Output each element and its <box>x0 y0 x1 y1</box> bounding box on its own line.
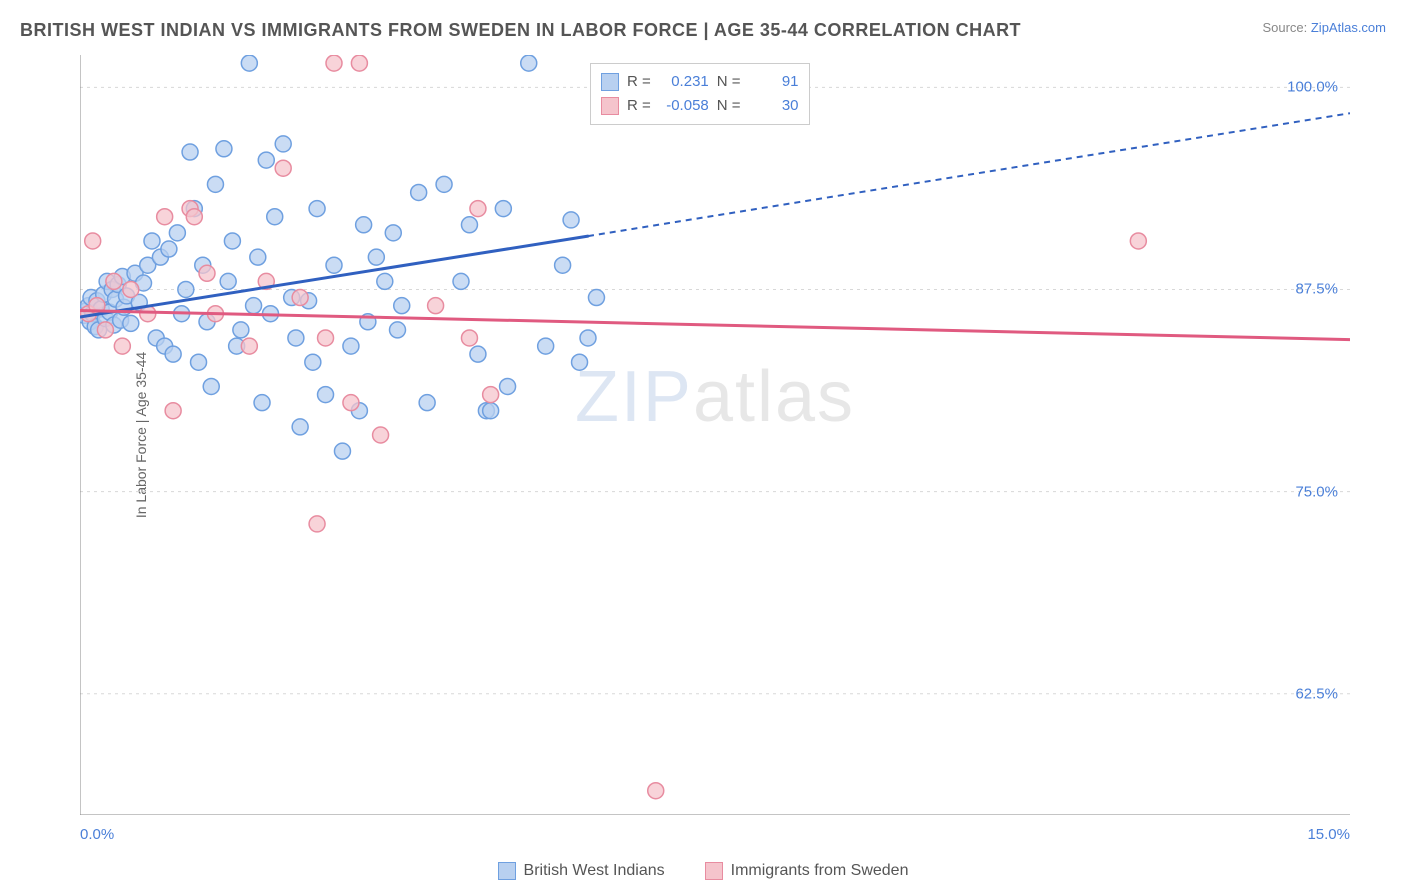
y-tick-label: 62.5% <box>1295 685 1338 702</box>
swatch-series-1 <box>601 97 619 115</box>
x-tick-left: 0.0% <box>80 826 114 843</box>
n-value-0: 91 <box>749 70 799 94</box>
stats-row-0: R = 0.231 N = 91 <box>601 70 799 94</box>
y-tick-label: 100.0% <box>1287 79 1338 96</box>
stats-legend: R = 0.231 N = 91 R = -0.058 N = 30 <box>590 63 810 125</box>
chart-area: In Labor Force | Age 35-44 ZIPatlas R = … <box>50 55 1350 815</box>
bottom-legend: British West Indians Immigrants from Swe… <box>0 862 1406 880</box>
legend-item-1: Immigrants from Sweden <box>705 862 909 880</box>
plot-region: ZIPatlas R = 0.231 N = 91 R = -0.058 N =… <box>80 55 1350 815</box>
y-tick-label: 87.5% <box>1295 281 1338 298</box>
scatter-svg <box>80 55 1350 815</box>
y-tick-label: 75.0% <box>1295 483 1338 500</box>
x-tick-right: 15.0% <box>1307 826 1350 843</box>
r-value-1: -0.058 <box>659 94 709 118</box>
source-label: Source: ZipAtlas.com <box>1262 20 1386 35</box>
stats-row-1: R = -0.058 N = 30 <box>601 94 799 118</box>
source-link[interactable]: ZipAtlas.com <box>1311 20 1386 35</box>
legend-item-0: British West Indians <box>498 862 665 880</box>
r-value-0: 0.231 <box>659 70 709 94</box>
swatch-bottom-0 <box>498 862 516 880</box>
chart-title: BRITISH WEST INDIAN VS IMMIGRANTS FROM S… <box>20 20 1021 41</box>
swatch-series-0 <box>601 73 619 91</box>
chart-header: BRITISH WEST INDIAN VS IMMIGRANTS FROM S… <box>20 20 1386 41</box>
swatch-bottom-1 <box>705 862 723 880</box>
n-value-1: 30 <box>749 94 799 118</box>
